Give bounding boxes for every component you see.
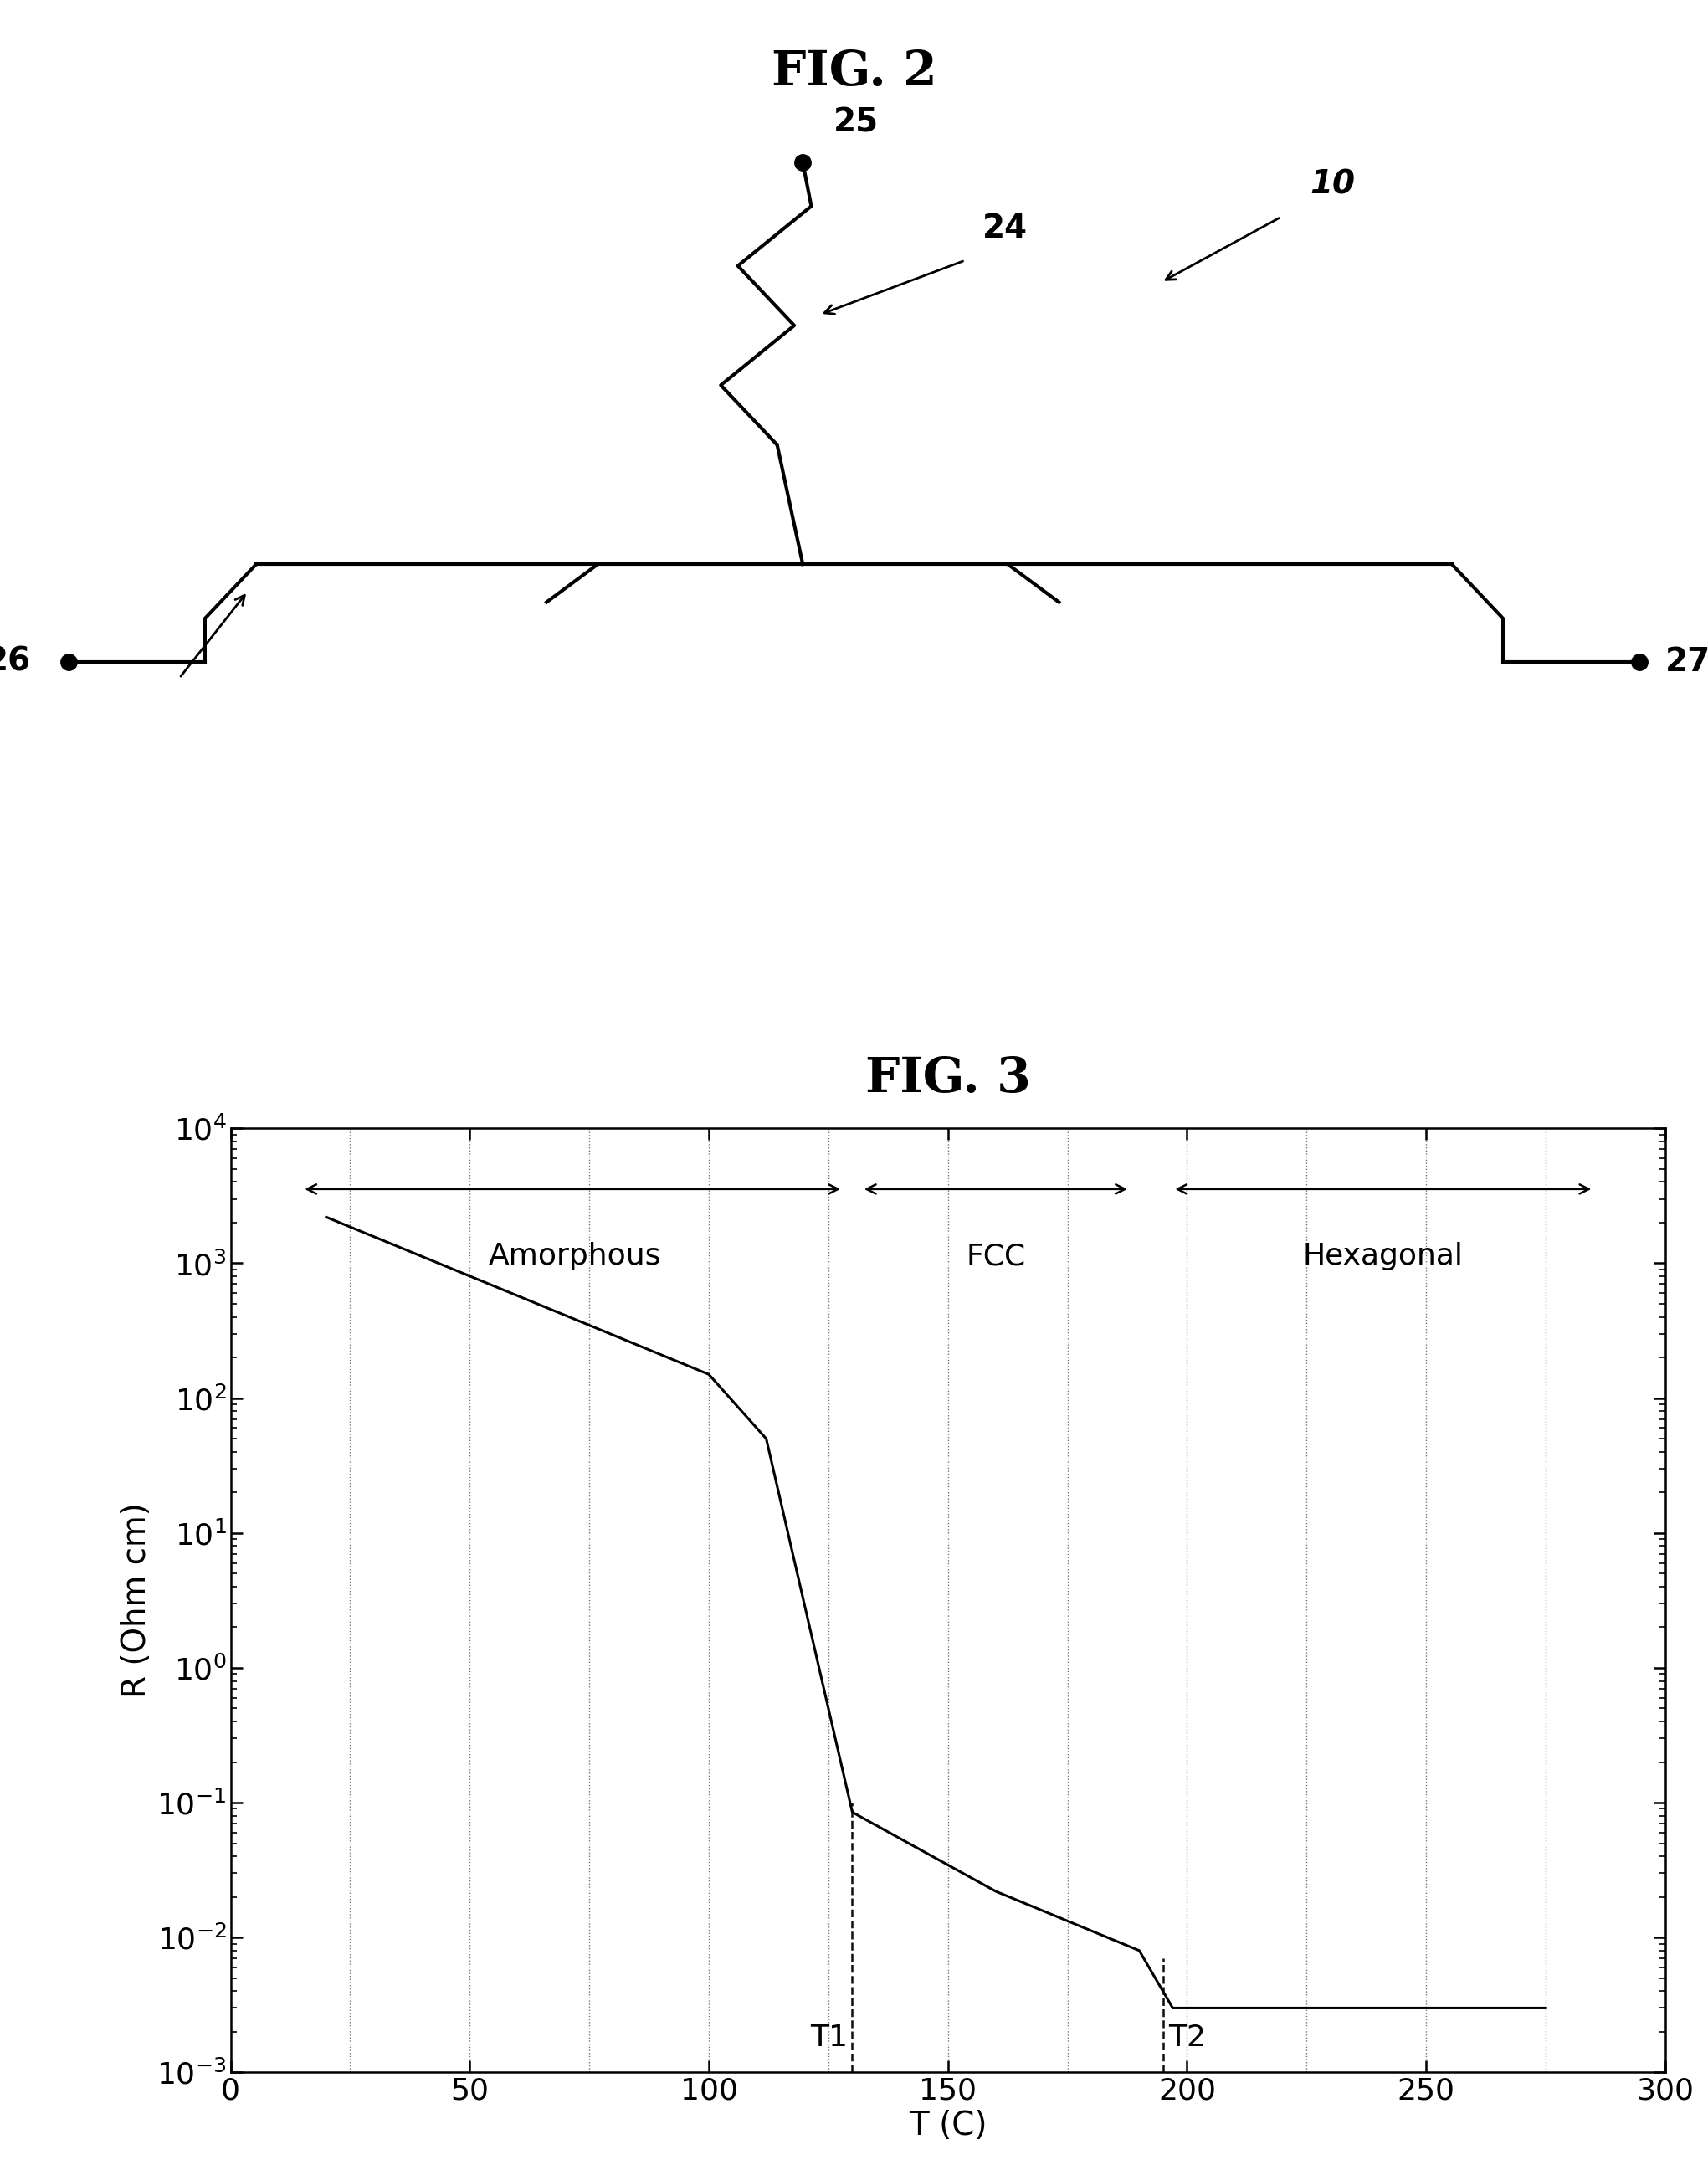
Text: 27: 27 — [1665, 647, 1708, 677]
Text: FIG. 2: FIG. 2 — [772, 48, 936, 95]
Text: FIG. 3: FIG. 3 — [866, 1055, 1030, 1102]
Text: 10: 10 — [1310, 169, 1354, 200]
X-axis label: T (C): T (C) — [909, 2109, 987, 2142]
Text: 25: 25 — [834, 106, 880, 139]
Text: 26: 26 — [0, 647, 31, 677]
Text: 24: 24 — [982, 213, 1028, 245]
Text: Amorphous: Amorphous — [488, 1241, 661, 1272]
Text: FCC: FCC — [967, 1241, 1025, 1272]
Y-axis label: R (Ohm cm): R (Ohm cm) — [120, 1502, 152, 1699]
Text: Hexagonal: Hexagonal — [1303, 1241, 1464, 1272]
Text: T1: T1 — [810, 2025, 847, 2053]
Text: T2: T2 — [1168, 2025, 1206, 2053]
